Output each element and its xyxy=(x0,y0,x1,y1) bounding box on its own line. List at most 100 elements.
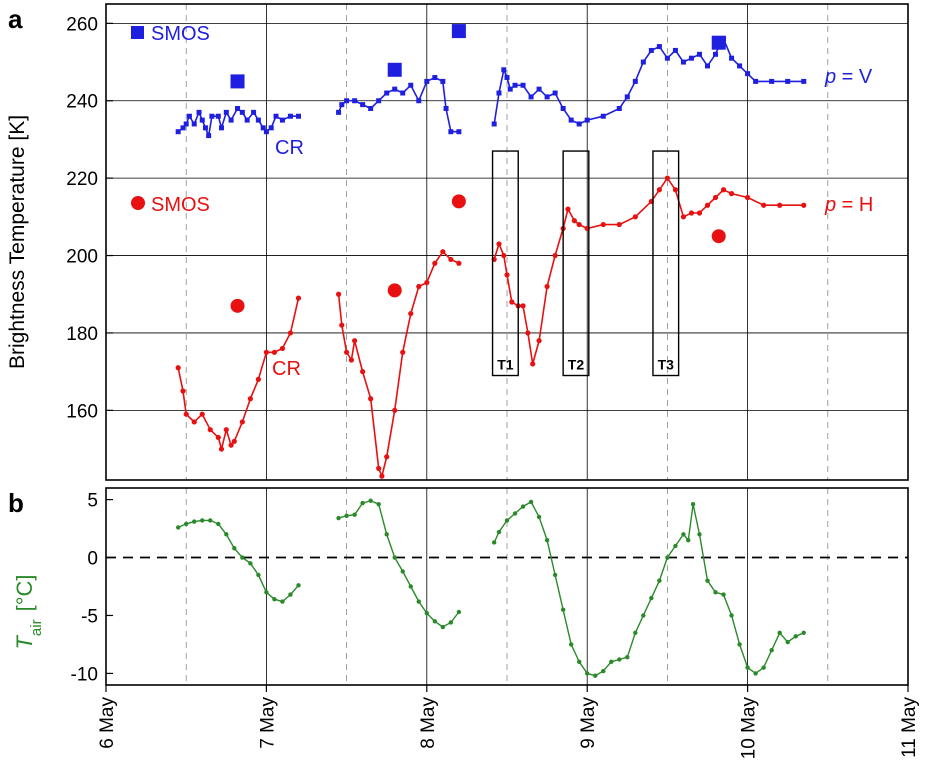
smos-v-legend-marker xyxy=(131,26,144,39)
series-H-point xyxy=(376,465,382,471)
series-V-point xyxy=(528,94,534,100)
series-V-point xyxy=(344,98,350,104)
series-H-point xyxy=(616,221,622,228)
p-v-label: p = V xyxy=(824,66,873,88)
series-V-point xyxy=(536,86,542,92)
air-temperature-point xyxy=(681,532,686,537)
p-h-label: p = H xyxy=(824,194,873,216)
series-H-point xyxy=(255,376,261,382)
series-V-point xyxy=(713,51,719,57)
series-V-point xyxy=(632,78,638,84)
air-temperature-line xyxy=(493,500,804,677)
air-temperature-point xyxy=(496,529,502,535)
series-H-point xyxy=(400,349,406,355)
series-V-point xyxy=(432,75,438,81)
series-H-point xyxy=(777,202,783,208)
air-temperature-point xyxy=(288,592,293,597)
series-H-point xyxy=(761,202,767,208)
air-temperature-point xyxy=(617,657,622,662)
air-temperature-point xyxy=(609,659,614,665)
series-H-point xyxy=(183,411,189,417)
series-V-point xyxy=(648,47,654,53)
series-V-point xyxy=(696,51,702,57)
air-temperature-point xyxy=(528,499,534,505)
series-V-point xyxy=(400,90,406,96)
box-t2 xyxy=(562,150,590,377)
air-temperature-point xyxy=(520,504,526,509)
x-tick-label: 7 May xyxy=(257,697,278,749)
series-H-point xyxy=(344,349,350,355)
air-temperature-point xyxy=(585,671,590,676)
series-H-point xyxy=(801,202,807,208)
panel-a-y-ticks: 160 180 200 220 240 260 xyxy=(66,14,113,422)
y-tick-label: 220 xyxy=(66,169,98,190)
series-H-point xyxy=(536,338,542,344)
series-V-point xyxy=(196,109,202,115)
series-H-point xyxy=(215,434,221,441)
series-H-point xyxy=(199,411,205,417)
air-temperature-point xyxy=(697,532,702,537)
air-temperature-point xyxy=(184,521,189,527)
series-V-point xyxy=(624,94,630,100)
air-temperature-line xyxy=(338,499,460,628)
air-temperature-point xyxy=(384,532,389,537)
series-H-point xyxy=(360,369,366,375)
series-V-point xyxy=(251,109,257,115)
series-V-point xyxy=(576,121,582,127)
series-V-point xyxy=(408,82,414,88)
smos-v-point xyxy=(711,35,726,50)
series-V-point xyxy=(416,98,422,104)
series-H-point xyxy=(263,349,269,355)
series-V-point xyxy=(443,105,449,111)
air-temperature-point xyxy=(753,671,758,676)
series-H-point xyxy=(339,322,345,328)
air-temperature-point xyxy=(280,599,285,604)
air-temperature-point xyxy=(761,665,766,670)
series-H-point xyxy=(530,361,536,367)
series-V-point xyxy=(228,117,234,123)
series-V-point xyxy=(568,117,574,123)
air-temperature-point xyxy=(416,599,421,604)
series-V-point xyxy=(175,129,181,135)
series-H-point xyxy=(191,419,197,425)
series-V-point xyxy=(199,117,205,123)
box-t3 xyxy=(652,150,680,377)
series-H-point xyxy=(379,473,385,479)
panel-a-data xyxy=(175,24,807,479)
y-tick-label: 180 xyxy=(66,324,98,345)
series-H-point xyxy=(712,194,719,201)
air-temperature-point xyxy=(729,613,734,618)
series-H-point xyxy=(720,187,727,193)
series-H-point xyxy=(565,206,571,212)
air-temperature-point xyxy=(400,569,405,574)
series-H-point xyxy=(728,191,735,197)
series-V-point xyxy=(352,98,358,104)
series-V-point xyxy=(392,86,398,92)
air-temperature-point xyxy=(576,659,582,665)
series-V-point xyxy=(664,55,670,61)
air-temperature-point xyxy=(686,537,691,543)
panel-b-y-axis-title: Tair[°C] xyxy=(12,574,45,649)
series-V-point xyxy=(287,113,293,119)
air-temperature-point xyxy=(272,597,277,602)
series-H-point xyxy=(680,214,687,220)
panel-b-frame xyxy=(105,487,909,686)
series-V-point xyxy=(235,105,241,111)
series-H-point xyxy=(271,349,278,355)
air-temperature-point xyxy=(601,668,606,674)
air-temperature-point xyxy=(448,620,454,625)
series-H-point xyxy=(525,330,531,336)
air-temperature-point xyxy=(344,513,349,519)
air-temperature-point xyxy=(657,578,662,583)
series-H-point xyxy=(664,175,671,181)
smos-h-legend-marker xyxy=(131,196,145,210)
series-V-point xyxy=(584,117,590,123)
series-V-point xyxy=(218,125,224,131)
series-H-point xyxy=(424,280,430,286)
air-temperature-point xyxy=(248,561,253,566)
series-V-point xyxy=(705,63,710,69)
series-H-point xyxy=(239,419,245,425)
series-H-point xyxy=(180,388,186,394)
smos-h-point xyxy=(230,298,245,313)
